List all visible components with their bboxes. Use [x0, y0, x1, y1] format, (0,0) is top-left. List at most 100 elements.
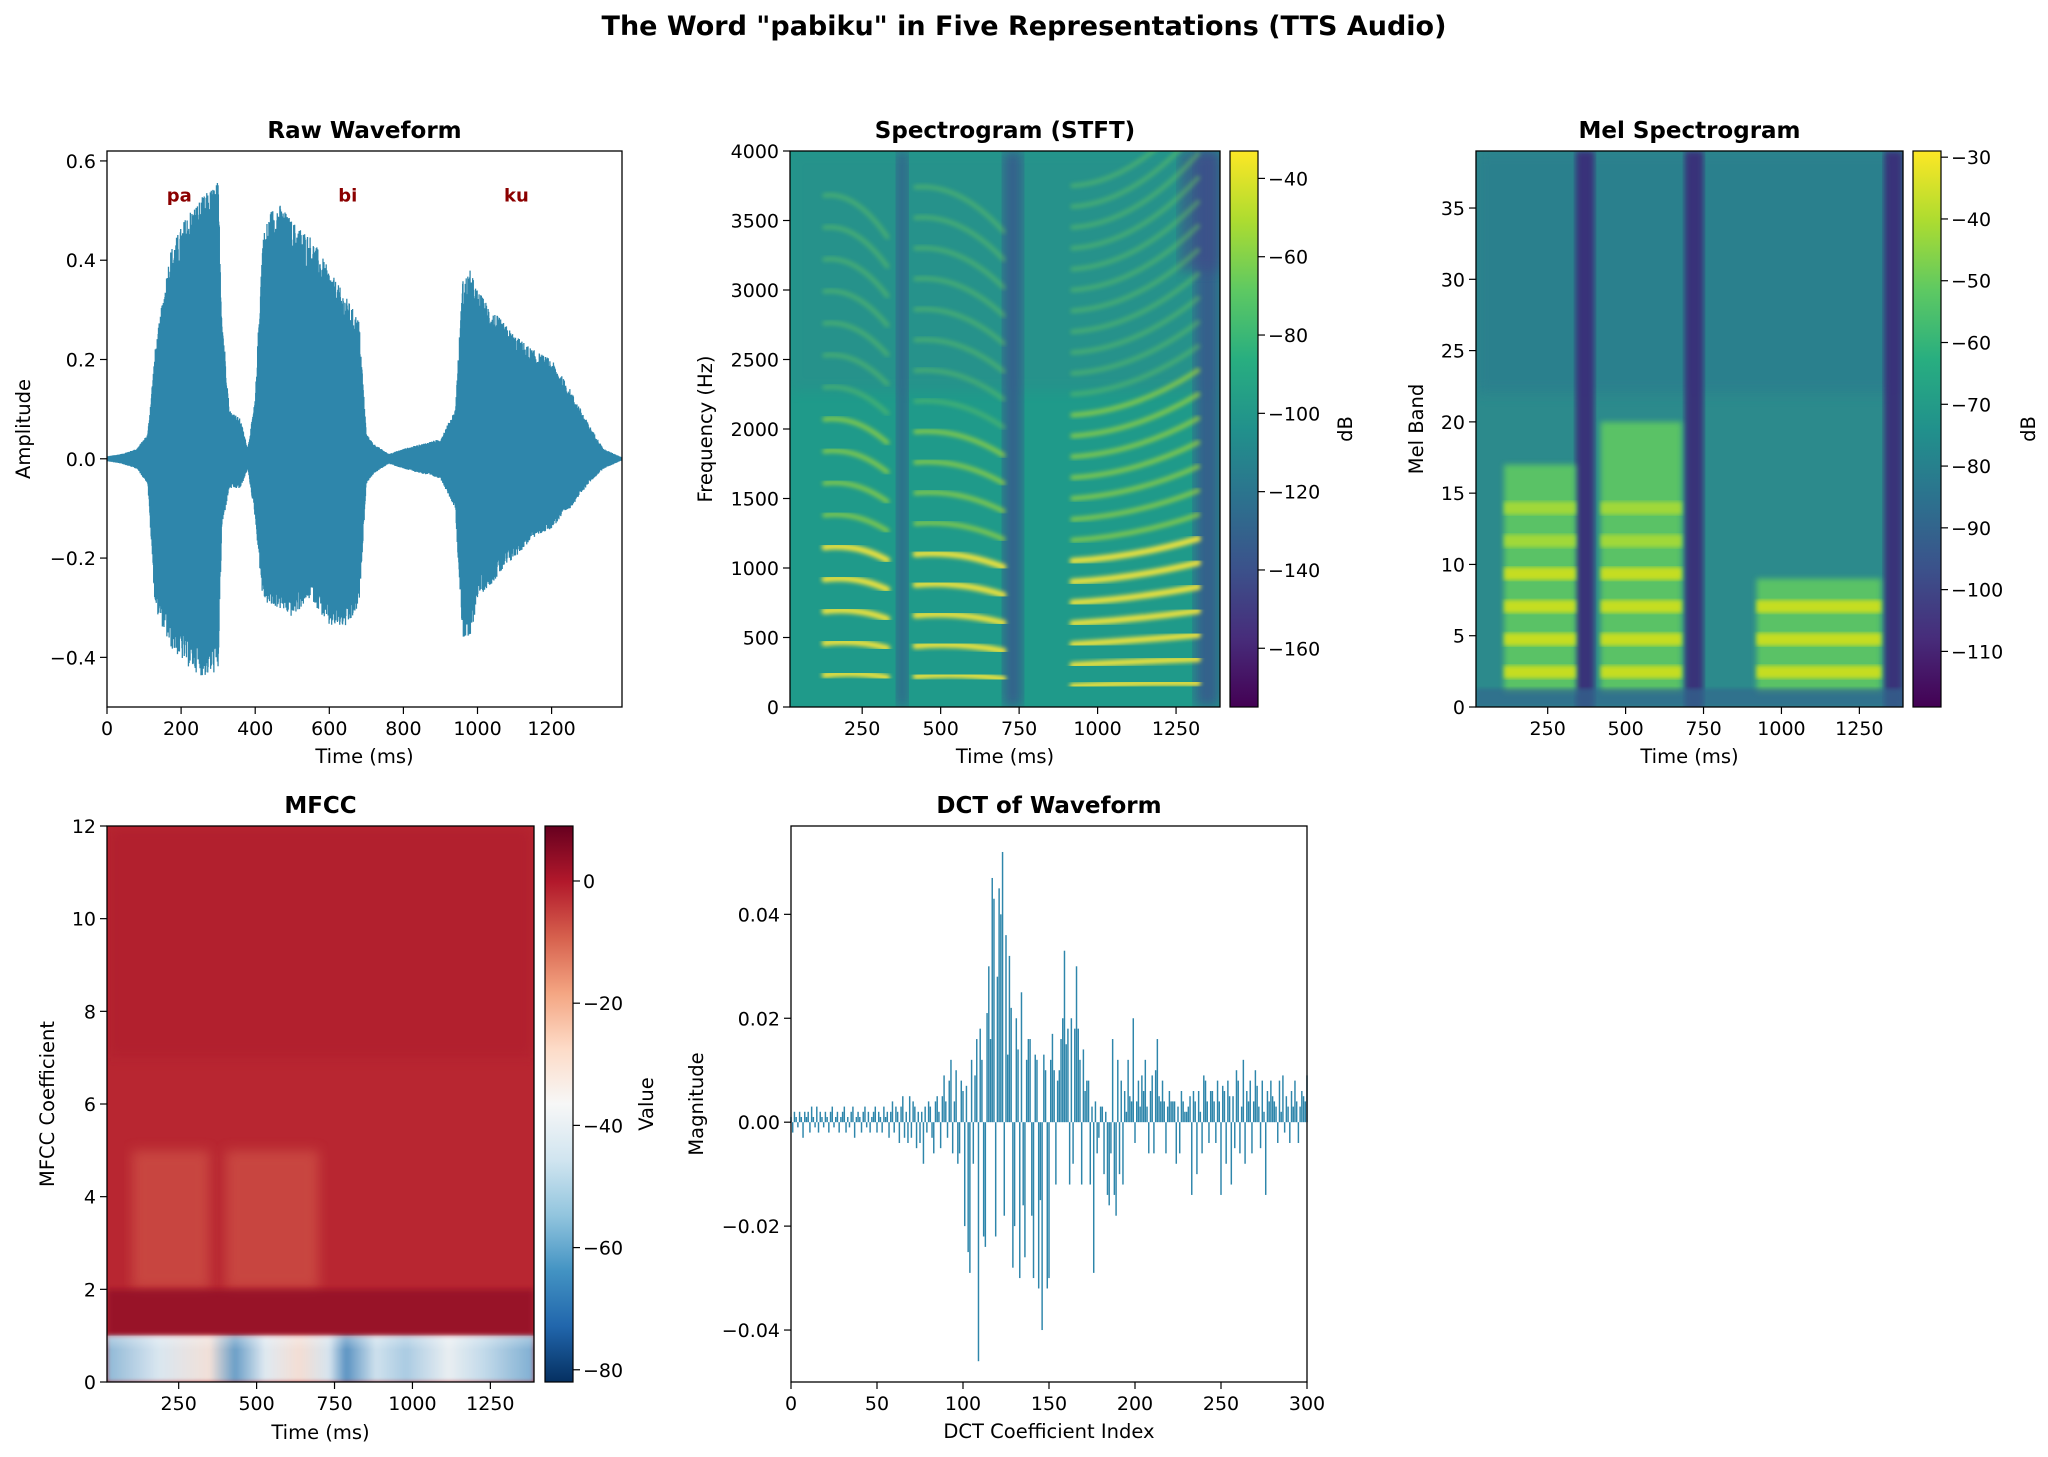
dct-x-tick-label: 200 [1117, 1393, 1153, 1415]
dct-bar [1270, 1080, 1272, 1123]
dct-bar [981, 1059, 983, 1123]
dct-bar [881, 1122, 883, 1133]
stft-title: Spectrogram (STFT) [875, 118, 1135, 144]
waveform-y-ticks: −0.4 −0.2 0.0 0.2 0.4 0.6 [50, 151, 107, 669]
mfcc-colorbar-ticks: 0 −20 −40 −60 −80 [573, 871, 623, 1382]
stft-y-tick-label: 500 [743, 628, 779, 650]
stft-gap [896, 151, 908, 707]
dct-bar [1287, 1106, 1289, 1123]
dct-bar [1130, 1101, 1133, 1123]
stft-panel: Spectrogram (STFT) 250 500 750 1000 1250 0 50… [694, 118, 1357, 768]
mfcc-y-tick-label: 4 [84, 1187, 96, 1209]
mel-x-tick-label: 500 [1607, 718, 1643, 740]
dct-bar [1098, 1122, 1100, 1138]
dct-bar [1240, 1106, 1243, 1123]
mel-colorbar-ticks: −30 −40 −50 −60 −70 −80 −90 −100 −110 [1941, 147, 2003, 663]
dct-bar [1080, 1122, 1083, 1185]
dct-bar [1134, 1122, 1136, 1143]
dct-bar [1213, 1101, 1215, 1123]
stft-harmonic [913, 276, 1006, 318]
stft-harmonic [1069, 679, 1202, 690]
waveform-x-ticks: 0 200 400 600 800 1000 1200 [101, 707, 576, 740]
stft-harmonic [913, 429, 1006, 458]
dct-bar [946, 1122, 949, 1138]
dct-bar [1196, 1122, 1198, 1175]
stft-harmonic [822, 288, 890, 328]
dct-bar [962, 1091, 964, 1123]
dct-bar [1230, 1122, 1233, 1185]
mel-y-tick-label: 30 [1441, 269, 1465, 291]
dct-bar [1105, 1111, 1107, 1123]
dct-y-tick-label: 0.02 [738, 1008, 780, 1030]
dct-bar [1194, 1101, 1196, 1123]
dct-bar [859, 1116, 861, 1123]
dct-bar [941, 1096, 944, 1123]
dct-bar [1149, 1091, 1152, 1123]
stft-colorbar-tick-label: −140 [1268, 560, 1320, 582]
dct-bar [924, 1106, 926, 1123]
dct-bar [1156, 1039, 1159, 1123]
mfcc-light-region [131, 1150, 210, 1290]
dct-bar [898, 1122, 901, 1143]
dct-bar [970, 1059, 973, 1123]
dct-bar [800, 1116, 803, 1123]
dct-bar [993, 898, 995, 1123]
dct-bar [1001, 851, 1004, 1123]
waveform-x-tick-label: 600 [311, 718, 347, 740]
dct-bar [977, 1122, 980, 1362]
mfcc-dark-row [107, 1289, 534, 1336]
mel-colorbar-tick-label: −70 [1951, 394, 1991, 416]
dct-bar [1234, 1122, 1236, 1149]
dct-bar [922, 1122, 925, 1164]
mel-band [1600, 632, 1682, 646]
dct-bar [1299, 1106, 1301, 1123]
stft-harmonic [1070, 464, 1201, 501]
dct-bar [821, 1116, 823, 1123]
dct-bar [890, 1111, 892, 1123]
dct-bar [1079, 1059, 1081, 1123]
dct-bar [1103, 1122, 1105, 1175]
dct-bar [1263, 1111, 1265, 1123]
dct-bar [1139, 1106, 1141, 1123]
dct-bar [826, 1116, 828, 1123]
waveform-y-tick-label: −0.2 [50, 548, 96, 570]
dct-bar [996, 976, 999, 1123]
dct-bar [939, 1122, 942, 1149]
dct-bar [1172, 1101, 1174, 1123]
dct-bar [1125, 1111, 1128, 1123]
dct-bar [1123, 1091, 1126, 1123]
mel-title: Mel Spectrogram [1578, 118, 1800, 144]
stft-harmonic [1069, 583, 1202, 606]
stft-harmonic [1070, 151, 1182, 209]
dct-bar [814, 1122, 816, 1128]
dct-y-tick-label: −0.02 [722, 1216, 780, 1238]
dct-bar [917, 1111, 920, 1123]
stft-harmonic [822, 352, 890, 387]
waveform-x-tick-label: 1200 [527, 718, 575, 740]
stft-harmonic [822, 320, 890, 357]
dct-bar [816, 1106, 818, 1123]
stft-colorbar-tick-label: −100 [1268, 403, 1320, 425]
mel-colorbar-label: dB [2017, 416, 2040, 442]
dct-bar [1146, 1106, 1148, 1123]
stft-harmonic [913, 520, 1006, 542]
dct-bar [1132, 1018, 1135, 1123]
dct-bar [1227, 1080, 1229, 1123]
syllable-annotations: pa bi ku [167, 186, 529, 207]
dct-bar [791, 1122, 794, 1133]
waveform-panel: Raw Waveform pa bi ku 0 200 400 600 800 1000 120… [12, 118, 623, 768]
mfcc-colorbar [544, 825, 574, 1383]
mfcc-heatmap [107, 826, 534, 1382]
waveform-x-label: Time (ms) [314, 745, 413, 768]
dct-bar [951, 1122, 954, 1154]
stft-harmonic [912, 641, 1007, 655]
dct-bar [1294, 1080, 1296, 1123]
dct-bar [1106, 1122, 1109, 1195]
dct-bar [833, 1122, 835, 1128]
dct-bar [1160, 1101, 1162, 1123]
dct-bar [989, 1039, 992, 1123]
dct-bar [1118, 1122, 1121, 1175]
stft-colorbar-tick-label: −80 [1268, 325, 1308, 347]
stft-harmonic [1070, 488, 1201, 522]
stft-harmonic [912, 550, 1007, 571]
